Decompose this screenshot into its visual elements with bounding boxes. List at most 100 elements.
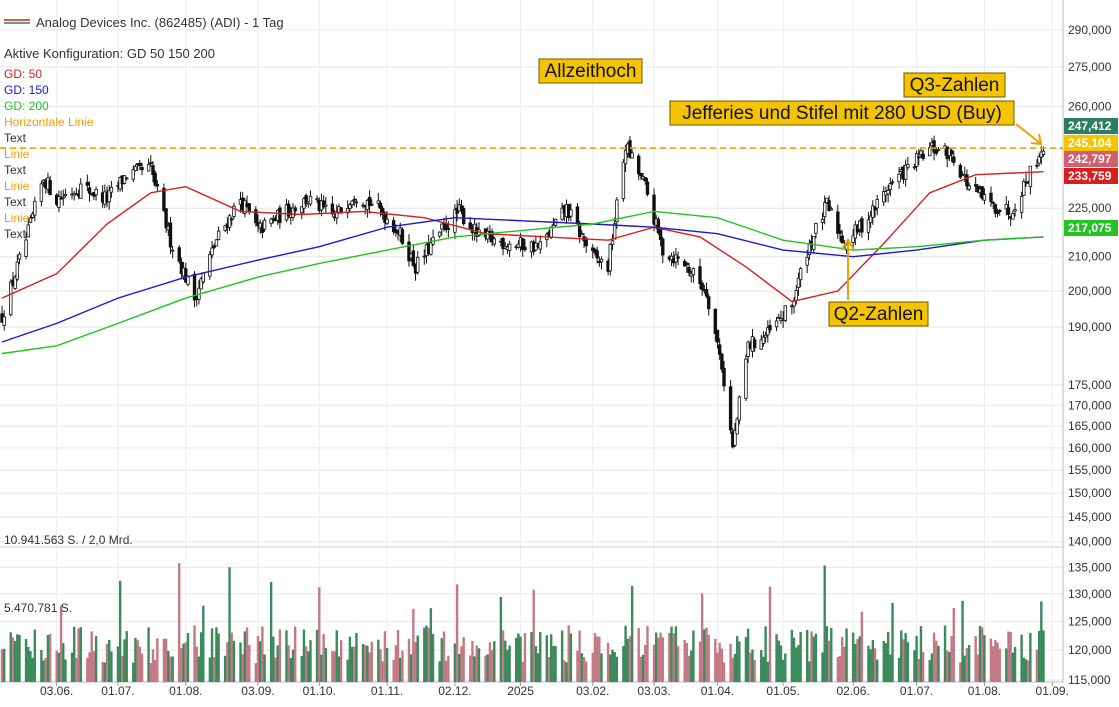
candle	[324, 196, 328, 214]
candle-body	[676, 256, 680, 259]
candle-body	[138, 162, 142, 167]
candle-body	[906, 164, 910, 168]
price-tag-label: 245,104	[1068, 136, 1112, 150]
volume-bar	[729, 643, 732, 682]
candle	[453, 204, 457, 239]
candle-body	[612, 223, 617, 240]
x-tick-label: 01.05.	[766, 684, 799, 698]
candle	[720, 352, 724, 373]
candle-body	[733, 430, 737, 446]
volume-bar	[539, 632, 542, 682]
candle-body	[580, 233, 584, 235]
volume-bar	[913, 650, 916, 682]
y-tick-label: 140,000	[1068, 535, 1112, 549]
candle	[919, 147, 923, 158]
candle	[615, 197, 619, 229]
volume-bar	[812, 636, 815, 682]
candle-body	[794, 290, 798, 301]
volume-bar	[407, 638, 411, 682]
volume-bar	[784, 653, 787, 682]
candle-body	[330, 203, 335, 215]
volume-bar	[781, 659, 785, 682]
candle-body	[13, 276, 17, 289]
volume-bar	[471, 640, 474, 682]
candle-body	[262, 219, 267, 230]
candle	[247, 203, 251, 215]
candle	[774, 316, 779, 332]
volume-bar	[707, 634, 710, 682]
candle	[980, 186, 984, 201]
price-tag: 242,797	[1064, 151, 1118, 167]
candle-body	[790, 305, 794, 308]
candle	[989, 186, 993, 207]
volume-bar	[289, 657, 293, 682]
candle-body	[1004, 204, 1008, 210]
volume-bar	[162, 638, 166, 682]
candle-body	[805, 257, 809, 266]
volume-bar	[906, 642, 910, 682]
candle-body	[759, 339, 763, 350]
y-tick-label: 150,000	[1068, 486, 1112, 500]
candle-body	[94, 188, 98, 196]
y-tick-label: 170,000	[1068, 398, 1112, 412]
volume-bar	[897, 657, 901, 682]
price-tag: 247,412	[1064, 118, 1118, 134]
candle-body	[851, 235, 855, 243]
volume-bar	[70, 652, 74, 682]
volume-bar	[738, 641, 741, 682]
candle	[133, 164, 138, 172]
candle-body	[122, 175, 127, 184]
candle	[422, 249, 426, 265]
price-tag-bg	[1064, 135, 1118, 151]
volume-bar	[228, 567, 231, 682]
candle	[1037, 153, 1041, 167]
volume-bar	[670, 626, 673, 682]
x-tick-label: 02.12.	[438, 684, 471, 698]
candle-body	[888, 183, 893, 190]
candle	[717, 338, 722, 361]
volume-bar	[186, 633, 190, 682]
candle	[1013, 203, 1017, 217]
price-tag-label: 242,797	[1068, 152, 1112, 166]
candle	[125, 176, 129, 181]
candle	[48, 175, 52, 196]
volume-bar	[475, 645, 478, 682]
candle	[777, 313, 781, 319]
moving-average-line	[1, 171, 1044, 303]
candle	[523, 238, 527, 252]
volume-bar	[889, 654, 892, 682]
candle-body	[394, 229, 398, 233]
candle	[1028, 165, 1033, 195]
candle	[698, 258, 702, 290]
volume-bar	[423, 627, 426, 682]
candle-body	[752, 339, 757, 349]
candle-body	[763, 334, 768, 338]
candle	[577, 220, 582, 244]
volume-bar	[683, 639, 686, 682]
candle-body	[153, 172, 157, 186]
volume-bar	[827, 640, 831, 682]
candle-body	[370, 203, 374, 206]
volume-bar	[1020, 634, 1023, 682]
volume-bar	[917, 658, 920, 682]
candle	[744, 354, 748, 402]
volume-bar	[197, 656, 201, 682]
candle-body	[293, 207, 297, 212]
candle	[330, 195, 335, 217]
volume-bar	[488, 642, 492, 682]
volume-bar	[508, 645, 511, 682]
volume-bar	[184, 642, 187, 682]
volume-bar	[42, 660, 45, 682]
candle-body	[866, 219, 871, 233]
candle	[1022, 178, 1026, 197]
candle-body	[868, 215, 873, 224]
volume-bar	[153, 660, 157, 682]
candle	[936, 146, 941, 152]
arrow-head-q3	[1030, 133, 1043, 146]
candle	[737, 395, 742, 425]
x-tick-label: 01.07.	[900, 684, 933, 698]
candle-body	[722, 367, 726, 387]
candle-body	[623, 149, 628, 165]
volume-bar	[821, 652, 824, 682]
candle	[164, 208, 168, 233]
